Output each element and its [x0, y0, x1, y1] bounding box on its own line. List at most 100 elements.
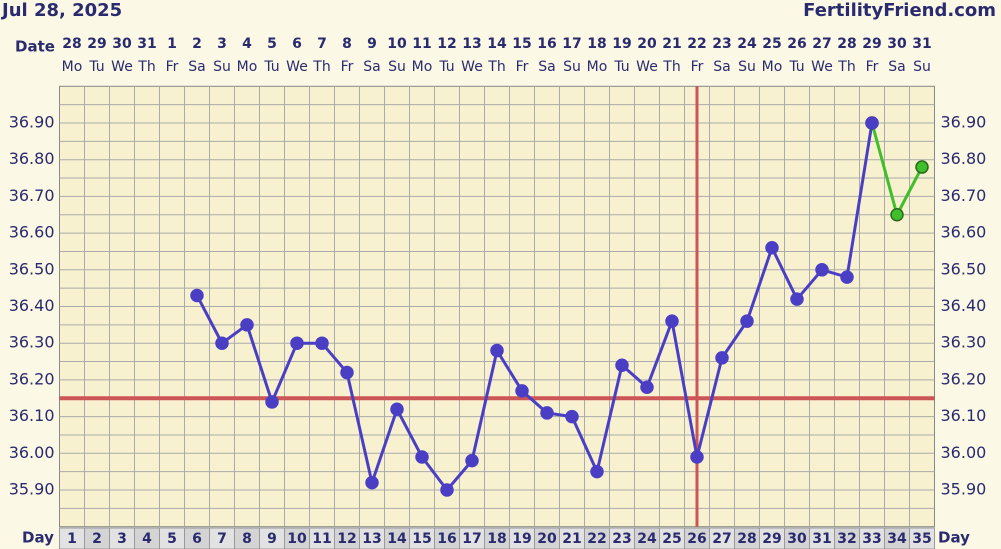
day-number: 11	[312, 531, 331, 547]
temperature-point	[365, 475, 379, 490]
day-number: 34	[887, 531, 907, 547]
day-number: 23	[612, 531, 631, 547]
day-number: 9	[267, 531, 277, 547]
y-tick-label: 36.80	[941, 149, 987, 168]
day-number: 20	[537, 531, 557, 547]
weekday-label: Su	[213, 59, 231, 75]
temperature-point	[565, 409, 579, 424]
temperature-point	[190, 288, 204, 303]
y-tick-label: 36.10	[9, 406, 55, 425]
temperature-point	[515, 384, 529, 398]
weekday-label: Mo	[237, 59, 258, 75]
day-number: 26	[687, 531, 706, 547]
temperature-point	[465, 453, 479, 468]
temperature-point	[890, 208, 904, 222]
date-label: 9	[367, 36, 377, 52]
date-label: 26	[787, 36, 806, 52]
weekday-label: We	[811, 59, 833, 75]
date-label: 28	[837, 36, 856, 52]
date-label: 8	[342, 36, 352, 52]
temperature-point	[315, 336, 329, 350]
weekday-label: Th	[487, 59, 505, 75]
date-label: 13	[462, 36, 481, 52]
weekday-label: Sa	[538, 59, 555, 75]
y-tick-label: 36.40	[9, 296, 55, 315]
temperature-point	[340, 365, 354, 380]
day-number: 4	[142, 531, 152, 547]
day-number: 29	[762, 531, 781, 547]
day-number: 28	[737, 531, 756, 547]
temperature-point	[390, 402, 404, 417]
day-number: 14	[387, 531, 407, 547]
date-label: 27	[812, 36, 831, 52]
weekday-label: Tu	[438, 59, 454, 75]
y-tick-label: 36.50	[941, 259, 987, 278]
day-number: 30	[787, 531, 807, 547]
y-tick-label: 36.60	[9, 223, 55, 242]
weekday-label: We	[461, 59, 483, 75]
y-tick-label: 36.80	[9, 149, 55, 168]
weekday-label: We	[286, 59, 308, 75]
temperature-point	[690, 450, 704, 464]
y-tick-label: 36.60	[941, 223, 987, 242]
y-tick-label: 36.70	[9, 186, 55, 205]
y-tick-label: 36.90	[941, 113, 987, 132]
weekday-label: Su	[738, 59, 756, 75]
day-number: 15	[412, 531, 431, 547]
temperature-point	[915, 160, 929, 174]
day-number: 27	[712, 531, 731, 547]
day-number: 18	[487, 531, 506, 547]
day-number: 16	[437, 531, 456, 547]
weekday-label: Sa	[713, 59, 730, 75]
temperature-point	[440, 483, 454, 497]
temperature-point	[590, 464, 604, 479]
day-number: 21	[562, 531, 581, 547]
day-number: 7	[217, 531, 227, 547]
weekday-label: Tu	[88, 59, 104, 75]
temperature-point	[540, 406, 554, 420]
weekday-label: We	[111, 59, 133, 75]
date-label: 10	[387, 36, 407, 52]
date-label: 12	[437, 36, 456, 52]
weekday-label: Sa	[363, 59, 380, 75]
date-label: 1	[167, 36, 177, 52]
day-number: 2	[92, 531, 102, 547]
y-tick-label: 35.90	[941, 480, 987, 499]
day-number: 33	[862, 531, 881, 547]
weekday-label: We	[636, 59, 658, 75]
date-label: 31	[137, 36, 156, 52]
weekday-label: Tu	[263, 59, 279, 75]
y-tick-label: 36.00	[9, 443, 55, 462]
day-number: 35	[912, 531, 931, 547]
date-label: 23	[712, 36, 731, 52]
temperature-point	[665, 314, 679, 328]
date-label: 24	[737, 36, 757, 52]
date-label: 22	[687, 36, 706, 52]
temperature-point	[765, 241, 779, 255]
day-number: 10	[287, 531, 307, 547]
temperature-point	[740, 314, 754, 328]
y-tick-label: 36.30	[9, 333, 55, 352]
date-label: 21	[662, 36, 681, 52]
temperature-point	[815, 263, 829, 277]
date-label: 17	[562, 36, 581, 52]
day-number: 25	[662, 531, 681, 547]
weekday-label: Su	[388, 59, 406, 75]
day-number: 3	[117, 531, 127, 547]
date-label: 6	[292, 36, 302, 52]
weekday-label: Sa	[888, 59, 905, 75]
date-label: 29	[87, 36, 106, 52]
date-label: 7	[317, 36, 327, 52]
weekday-label: Th	[662, 59, 680, 75]
weekday-label: Su	[913, 59, 931, 75]
y-tick-label: 36.40	[941, 296, 987, 315]
day-cell	[909, 527, 935, 549]
date-label: 30	[887, 36, 907, 52]
day-number: 6	[192, 531, 202, 547]
date-label: 4	[242, 36, 252, 52]
weekday-label: Mo	[762, 59, 783, 75]
date-label: 3	[217, 36, 227, 52]
y-tick-label: 35.90	[9, 480, 55, 499]
date-label: 5	[267, 36, 277, 52]
